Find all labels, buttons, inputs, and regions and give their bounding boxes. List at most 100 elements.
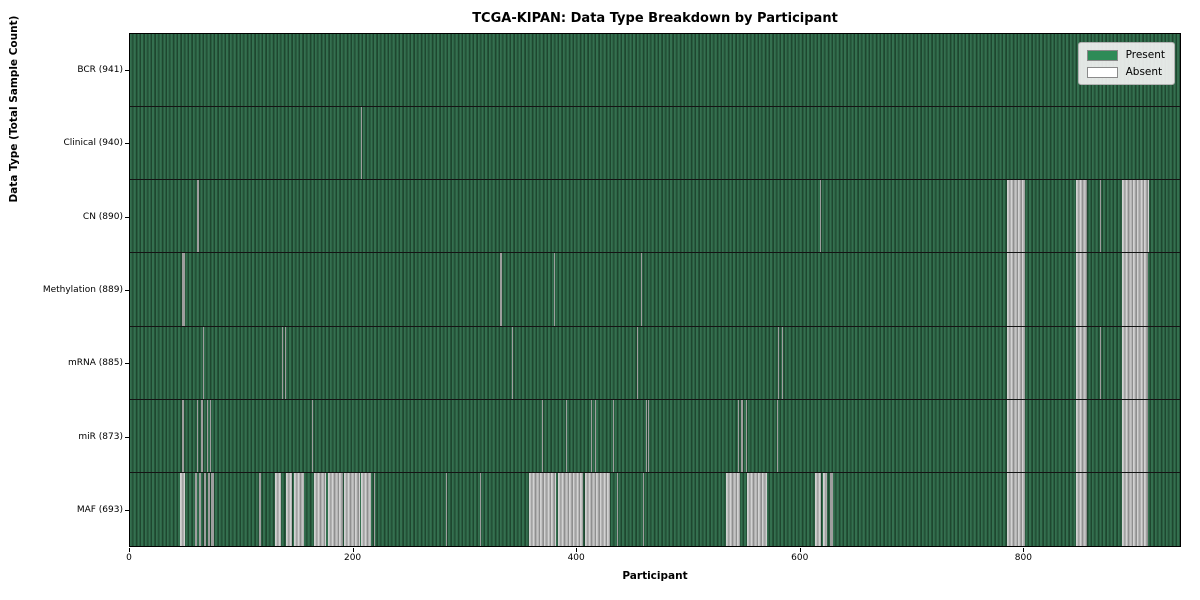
absent-bar	[202, 326, 204, 399]
absent-bar	[1007, 326, 1025, 399]
absent-bar	[1007, 399, 1025, 472]
row-Methylation	[130, 253, 1180, 327]
y-axis-title: Data Type (Total Sample Count)	[8, 15, 20, 203]
y-tick	[125, 510, 129, 512]
absent-bar	[741, 399, 743, 472]
absent-bar	[199, 472, 202, 546]
absent-bar	[645, 399, 647, 472]
absent-bar	[641, 253, 643, 326]
absent-bar	[590, 399, 592, 472]
y-tick-label-Methylation: Methylation (889)	[42, 285, 123, 295]
y-tick	[125, 216, 129, 218]
rows-container	[130, 34, 1180, 546]
absent-bar	[643, 472, 645, 546]
absent-bar	[647, 399, 649, 472]
x-tick-label-800: 800	[1014, 553, 1032, 563]
absent-bar	[815, 472, 821, 546]
legend-label-absent: Absent	[1125, 66, 1163, 78]
y-tick-label-miR: miR (873)	[78, 431, 123, 442]
absent-bar	[541, 399, 543, 472]
row-mRNA	[130, 326, 1180, 400]
absent-bar	[1121, 180, 1149, 253]
y-tick-label-Clinical: Clinical (940)	[63, 138, 123, 149]
absent-bar	[1076, 399, 1088, 472]
x-tick	[799, 548, 801, 552]
absent-bar	[595, 399, 597, 472]
present-swatch-icon	[1086, 49, 1118, 61]
absent-bar	[360, 472, 371, 546]
chart-title: TCGA-KIPAN: Data Type Breakdown by Parti…	[472, 11, 838, 26]
row-miR	[130, 399, 1180, 473]
absent-bar	[203, 472, 206, 546]
x-tick	[352, 548, 354, 552]
absent-bar	[554, 253, 556, 326]
absent-bar	[445, 472, 447, 546]
absent-bar	[201, 399, 203, 472]
absent-bar	[180, 472, 185, 546]
absent-bar	[1007, 180, 1025, 253]
row-MAF	[130, 472, 1180, 546]
absent-bar	[196, 180, 200, 253]
absent-bar	[819, 180, 821, 253]
absent-bar	[778, 326, 780, 399]
absent-bar	[1121, 253, 1148, 326]
absent-bar	[1007, 472, 1025, 546]
absent-bar	[1121, 399, 1148, 472]
x-tick	[129, 548, 130, 552]
absent-bar	[294, 472, 305, 546]
x-tick	[576, 548, 578, 552]
legend-item-present: Present	[1086, 49, 1165, 61]
absent-swatch-icon	[1086, 66, 1118, 78]
absent-bar	[777, 399, 779, 472]
absent-bar	[1076, 253, 1088, 326]
absent-bar	[781, 326, 783, 399]
absent-bar	[311, 399, 313, 472]
absent-bar	[182, 253, 185, 326]
absent-bar	[1007, 253, 1025, 326]
absent-bar	[829, 472, 833, 546]
absent-bar	[285, 326, 287, 399]
absent-bar	[281, 326, 283, 399]
absent-bar	[259, 472, 261, 546]
absent-bar	[1076, 180, 1088, 253]
absent-bar	[636, 326, 638, 399]
absent-bar	[529, 472, 557, 546]
absent-bar	[194, 472, 197, 546]
legend-item-absent: Absent	[1086, 66, 1165, 78]
x-tick-label-200: 200	[343, 553, 362, 563]
absent-bar	[211, 472, 214, 546]
absent-bar	[616, 472, 618, 546]
absent-bar	[286, 472, 292, 546]
absent-bar	[1121, 472, 1148, 546]
absent-bar	[558, 472, 584, 546]
absent-bar	[1121, 326, 1148, 399]
y-tick-label-MAF: MAF (693)	[76, 505, 123, 516]
absent-bar	[745, 399, 748, 472]
absent-bar	[585, 472, 610, 546]
absent-bar	[747, 472, 768, 546]
absent-bar	[500, 253, 502, 326]
absent-bar	[275, 472, 281, 546]
y-tick-label-BCR: BCR (941)	[77, 64, 123, 75]
y-tick	[125, 290, 129, 291]
absent-bar	[480, 472, 482, 546]
legend: Present Absent	[1077, 42, 1175, 85]
absent-bar	[566, 399, 568, 472]
x-tick-label-0: 0	[126, 553, 132, 563]
absent-bar	[208, 472, 211, 546]
y-tick	[125, 436, 129, 438]
absent-bar	[182, 399, 184, 472]
row-BCR	[130, 34, 1180, 108]
y-tick	[125, 69, 129, 71]
y-tick	[125, 363, 129, 365]
absent-bar	[725, 472, 741, 546]
y-tick-label-mRNA: mRNA (885)	[68, 358, 123, 369]
absent-bar	[360, 107, 363, 180]
x-axis-title: Participant	[622, 570, 688, 582]
absent-bar	[822, 472, 828, 546]
legend-label-present: Present	[1125, 49, 1165, 61]
absent-bar	[344, 472, 360, 546]
y-tick-label-CN: CN (890)	[82, 211, 123, 222]
x-tick-label-400: 400	[567, 553, 585, 563]
